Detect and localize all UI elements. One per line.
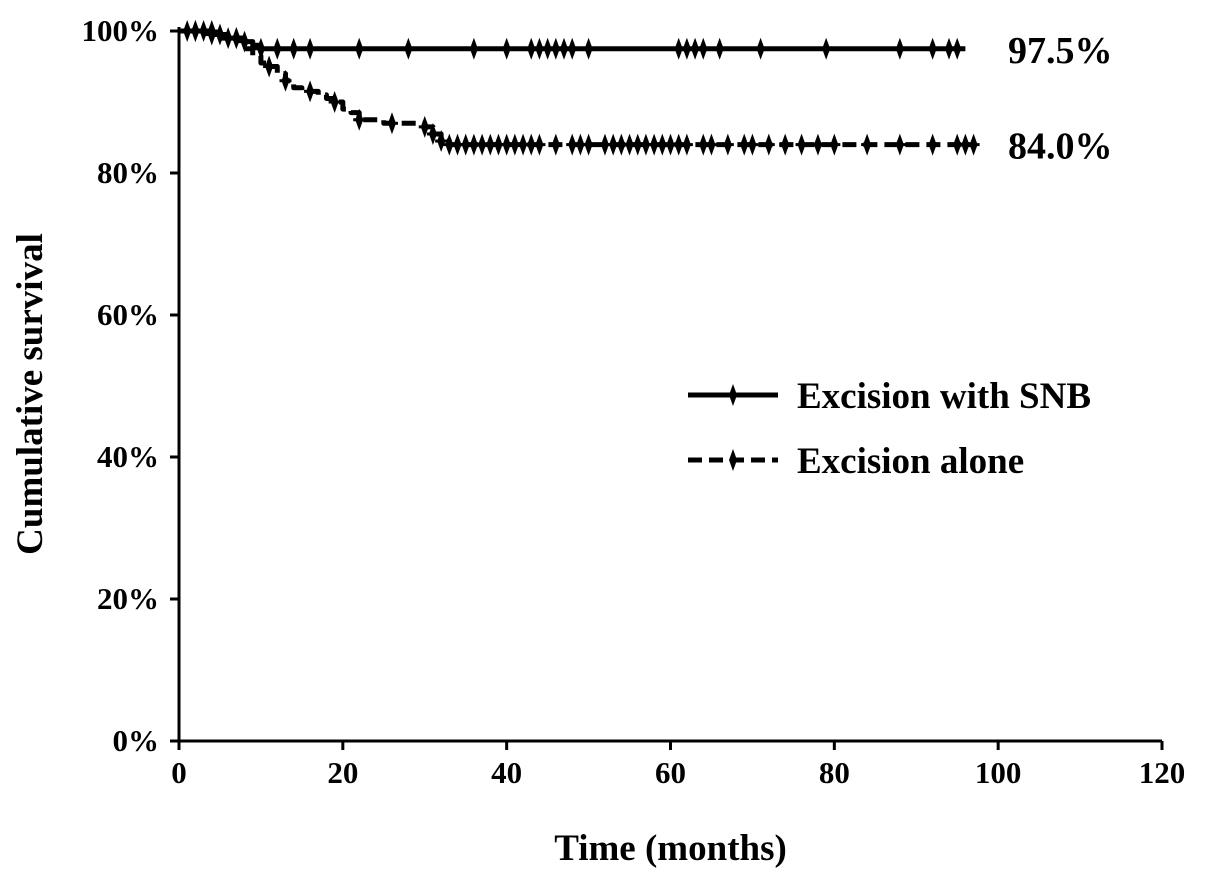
censor-marker: [426, 122, 439, 145]
censor-marker: [746, 133, 759, 156]
censor-marker: [926, 37, 939, 60]
censor-marker: [861, 133, 874, 156]
censor-marker: [926, 133, 939, 156]
censor-marker: [279, 69, 292, 92]
y-tick-label: 0%: [113, 723, 160, 758]
censor-marker: [435, 130, 448, 153]
censor-marker: [254, 37, 267, 60]
censor-marker: [328, 91, 341, 113]
legend-label: Excision alone: [797, 441, 1024, 482]
censor-marker: [353, 37, 366, 60]
legend-censor-marker: [729, 449, 737, 471]
y-tick-label: 80%: [97, 155, 159, 190]
censor-marker: [951, 37, 964, 60]
censor-marker: [304, 80, 317, 103]
legend-label: Excision with SNB: [797, 376, 1091, 417]
legend-item-excision-alone: Excision alone: [688, 441, 1024, 482]
censor-marker: [566, 37, 579, 60]
legend-item-excision-with-snb: Excision with SNB: [688, 376, 1091, 417]
censor-marker: [189, 20, 202, 42]
series-layer: [179, 20, 980, 156]
legend: Excision with SNB Excision alone: [688, 376, 1091, 482]
censor-marker: [402, 37, 415, 60]
censor-marker: [828, 133, 841, 156]
end-survival-label: 84.0%: [1008, 126, 1113, 168]
censor-marker: [582, 37, 595, 60]
censor-marker: [779, 133, 792, 156]
censor-marker: [754, 37, 767, 60]
censor-marker: [721, 133, 734, 156]
x-axis-title: Time (months): [554, 828, 787, 869]
y-tick-label: 60%: [97, 297, 159, 332]
x-tick-label: 80: [819, 755, 850, 790]
censor-marker: [795, 133, 808, 156]
y-tick-label: 40%: [97, 439, 159, 474]
censor-marker: [533, 133, 546, 156]
legend-censor-marker: [729, 384, 737, 406]
censor-marker: [762, 133, 775, 156]
censor-marker: [263, 55, 276, 78]
censor-marker: [549, 133, 562, 156]
censor-marker: [230, 27, 243, 50]
censor-marker: [967, 133, 980, 156]
censor-marker: [713, 37, 726, 60]
censor-marker: [893, 37, 906, 60]
ticks-layer: 0 20 40 60 80 100 120 0% 20% 40% 60% 80% 100%: [82, 13, 1186, 790]
censor-marker: [893, 133, 906, 156]
x-tick-label: 0: [171, 755, 187, 790]
censor-marker: [697, 37, 710, 60]
x-tick-label: 60: [655, 755, 686, 790]
x-tick-label: 120: [1139, 755, 1186, 790]
censor-marker: [500, 37, 513, 60]
y-tick-label: 20%: [97, 581, 159, 616]
end-labels-layer: 97.5% 84.0%: [1008, 30, 1113, 168]
censor-marker: [287, 37, 300, 60]
y-tick-label: 100%: [82, 13, 160, 48]
x-tick-label: 40: [491, 755, 522, 790]
censor-marker: [205, 20, 218, 42]
censor-marker: [811, 133, 824, 156]
censor-marker: [418, 115, 431, 138]
x-tick-label: 100: [975, 755, 1022, 790]
censor-marker: [820, 37, 833, 60]
x-tick-label: 20: [327, 755, 358, 790]
censor-marker: [582, 133, 595, 156]
censor-marker: [680, 133, 693, 156]
censor-marker: [271, 37, 284, 60]
censor-marker: [385, 112, 398, 135]
censor-marker: [467, 37, 480, 60]
censor-marker: [304, 37, 317, 60]
end-survival-label: 97.5%: [1008, 30, 1113, 72]
censor-marker: [705, 133, 718, 156]
censor-marker: [353, 108, 366, 131]
y-axis-title: Cumulative survival: [10, 233, 51, 555]
